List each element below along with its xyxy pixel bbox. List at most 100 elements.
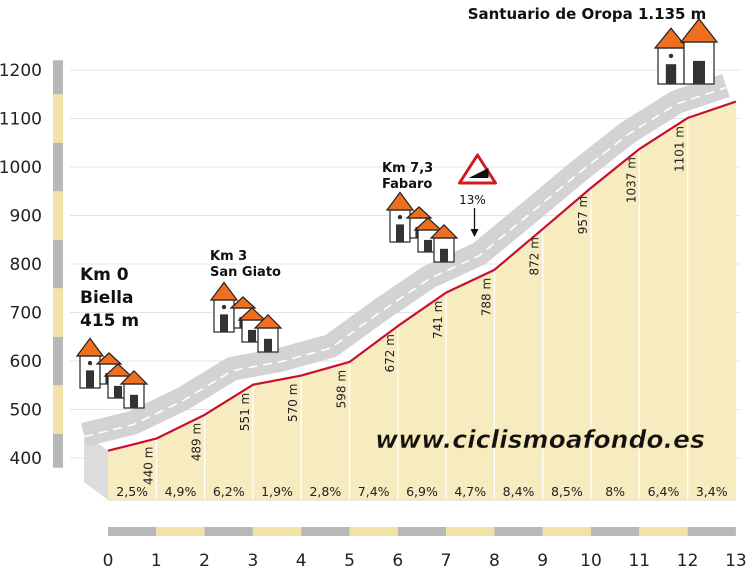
y-axis-segment bbox=[53, 94, 63, 143]
altitude-label: 570 m bbox=[286, 384, 300, 422]
profile-line-path bbox=[107, 100, 737, 452]
gradient-label: 6,2% bbox=[213, 484, 245, 499]
arrow-head bbox=[470, 229, 479, 237]
road-surface bbox=[81, 74, 730, 447]
altitude-label: 1037 m bbox=[624, 157, 638, 203]
house-door bbox=[396, 224, 404, 242]
x-tick-label: 0 bbox=[103, 551, 114, 571]
house-door bbox=[86, 370, 94, 388]
house-icon bbox=[653, 27, 689, 85]
y-axis-segment bbox=[53, 191, 63, 240]
gradient-label: 4,9% bbox=[165, 484, 197, 499]
house-roof bbox=[429, 223, 459, 239]
x-tick-label: 9 bbox=[537, 551, 548, 571]
profile-area bbox=[84, 101, 736, 501]
gradient-label: 4,7% bbox=[454, 484, 486, 499]
house-roof bbox=[229, 296, 257, 309]
x-tick-label: 1 bbox=[151, 551, 162, 571]
house-roof bbox=[385, 191, 415, 211]
max-gradient-label: 13% bbox=[459, 193, 486, 207]
house-window bbox=[87, 360, 93, 366]
y-tick-label: 600 bbox=[10, 352, 42, 372]
altitude-label: 1101 m bbox=[673, 126, 687, 172]
y-axis-segment bbox=[53, 60, 63, 95]
gradient-label: 8,5% bbox=[551, 484, 583, 499]
x-tick-label: 2 bbox=[199, 551, 210, 571]
x-axis-segment bbox=[397, 527, 447, 536]
profile-side bbox=[84, 432, 108, 500]
x-axis-segment bbox=[687, 527, 736, 536]
house-door bbox=[440, 248, 448, 262]
house-icon bbox=[679, 17, 719, 85]
x-tick-label: 3 bbox=[247, 551, 258, 571]
waypoint-label: 415 m bbox=[80, 311, 139, 331]
road-band bbox=[81, 74, 730, 447]
altitude-labels: 440 m 489 m 551 m 570 m 598 m 672 m 741 m 788 m… bbox=[141, 126, 686, 485]
chart-title: Santuario de Oropa 1.135 m bbox=[468, 5, 707, 23]
house-roof bbox=[119, 369, 149, 385]
y-axis-segment bbox=[53, 433, 63, 468]
waypoint-label: San Giato bbox=[210, 265, 281, 280]
x-axis-segment bbox=[108, 527, 157, 536]
house-icon bbox=[385, 191, 415, 243]
x-tick-label: 12 bbox=[677, 551, 699, 571]
house-door bbox=[264, 338, 272, 352]
house-roof bbox=[653, 27, 689, 49]
watermark: www.ciclismoafondo.es bbox=[375, 425, 705, 454]
gradient-label: 6,4% bbox=[648, 484, 680, 499]
x-axis-segment bbox=[156, 527, 205, 536]
house-icon bbox=[119, 369, 149, 409]
altitude-label: 741 m bbox=[431, 301, 445, 339]
house-icon bbox=[429, 223, 459, 263]
x-axis-segment bbox=[639, 527, 688, 536]
village-icons bbox=[75, 17, 719, 409]
y-tick-label: 700 bbox=[10, 304, 42, 324]
profile-fill bbox=[108, 101, 736, 501]
house-window bbox=[221, 304, 227, 310]
x-tick-label: 8 bbox=[489, 551, 500, 571]
y-tick-label: 400 bbox=[10, 449, 42, 469]
house-roof bbox=[679, 17, 719, 43]
profile-line bbox=[107, 100, 737, 452]
waypoint-label: Km 3 bbox=[210, 249, 247, 264]
house-roof bbox=[209, 281, 239, 301]
y-axis-segment bbox=[53, 142, 63, 192]
y-tick-label: 800 bbox=[10, 255, 42, 275]
house-door bbox=[693, 60, 705, 84]
x-tick-label: 11 bbox=[628, 551, 650, 571]
gradient-label: 8% bbox=[605, 484, 625, 499]
max-gradient-sign: 13% bbox=[457, 153, 497, 237]
altitude-label: 872 m bbox=[528, 237, 542, 275]
altitude-label: 957 m bbox=[576, 196, 590, 234]
y-axis: 400 500 600 700 800 900 1000 1100 1200 bbox=[0, 60, 63, 469]
x-axis-segment bbox=[446, 527, 495, 536]
y-axis-segment bbox=[53, 288, 63, 337]
altitude-label: 551 m bbox=[238, 393, 252, 431]
altitude-label: 788 m bbox=[479, 278, 493, 316]
altitude-label: 440 m bbox=[141, 447, 155, 485]
gradient-label: 8,4% bbox=[503, 484, 535, 499]
x-axis-segment bbox=[204, 527, 253, 536]
km-separators bbox=[108, 118, 736, 501]
y-axis-segment bbox=[53, 385, 63, 434]
warning-triangle bbox=[457, 153, 497, 185]
house-icon bbox=[209, 281, 239, 333]
house-roof bbox=[405, 206, 433, 219]
house-roof bbox=[95, 352, 123, 365]
gradient-label: 3,4% bbox=[696, 484, 728, 499]
slope-icon bbox=[468, 168, 489, 178]
house-roof bbox=[413, 217, 443, 231]
x-tick-label: 6 bbox=[392, 551, 403, 571]
house-door bbox=[665, 64, 677, 84]
y-tick-label: 1000 bbox=[0, 158, 42, 178]
house-door bbox=[114, 385, 122, 398]
waypoint-label: Fabaro bbox=[382, 177, 432, 192]
y-tick-label: 500 bbox=[10, 401, 42, 421]
x-tick-label: 5 bbox=[344, 551, 355, 571]
waypoint-label: Biella bbox=[80, 288, 133, 308]
altitude-label: 672 m bbox=[383, 334, 397, 372]
y-axis-segment bbox=[53, 336, 63, 386]
x-axis-segment bbox=[349, 527, 398, 536]
